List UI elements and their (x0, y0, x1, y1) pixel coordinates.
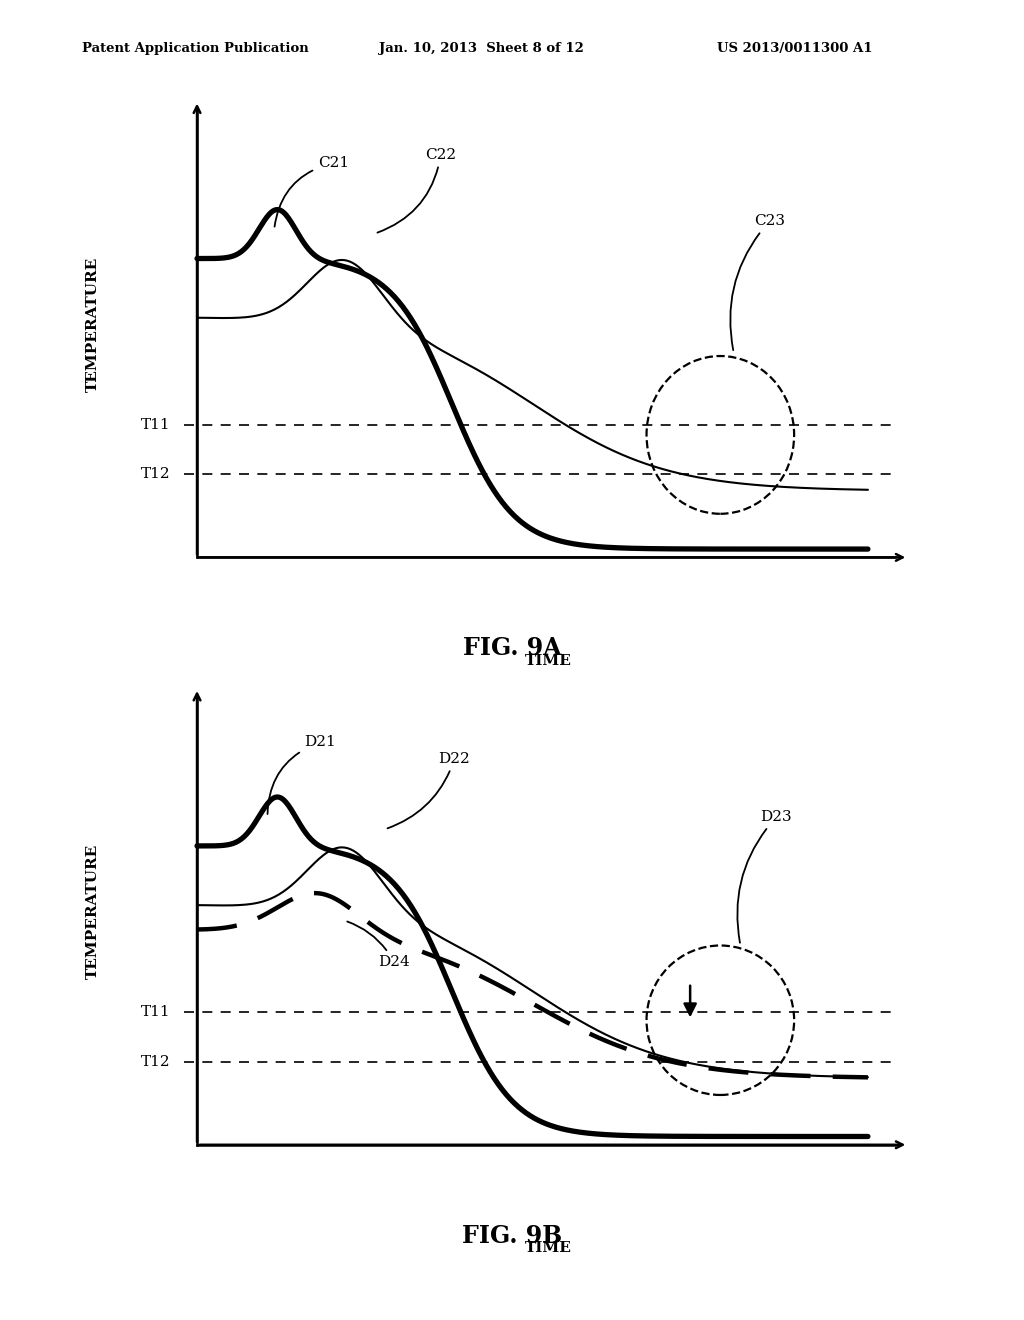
Text: FIG. 9B: FIG. 9B (462, 1224, 562, 1247)
Text: C23: C23 (730, 214, 784, 350)
Text: C21: C21 (274, 156, 349, 227)
Text: D24: D24 (347, 921, 410, 969)
Text: TIME: TIME (524, 653, 571, 668)
Text: T11: T11 (140, 417, 170, 432)
Text: D22: D22 (387, 752, 470, 829)
Text: D23: D23 (737, 810, 793, 942)
Text: T12: T12 (140, 467, 170, 482)
Text: TEMPERATURE: TEMPERATURE (86, 843, 99, 979)
Text: FIG. 9A: FIG. 9A (463, 636, 561, 660)
Text: T12: T12 (140, 1055, 170, 1069)
Text: TEMPERATURE: TEMPERATURE (86, 256, 99, 392)
Text: T11: T11 (140, 1005, 170, 1019)
Text: Patent Application Publication: Patent Application Publication (82, 42, 308, 55)
Text: D21: D21 (267, 735, 336, 814)
Text: Jan. 10, 2013  Sheet 8 of 12: Jan. 10, 2013 Sheet 8 of 12 (379, 42, 584, 55)
Text: C22: C22 (378, 148, 457, 232)
Text: TIME: TIME (524, 1241, 571, 1255)
Text: US 2013/0011300 A1: US 2013/0011300 A1 (717, 42, 872, 55)
